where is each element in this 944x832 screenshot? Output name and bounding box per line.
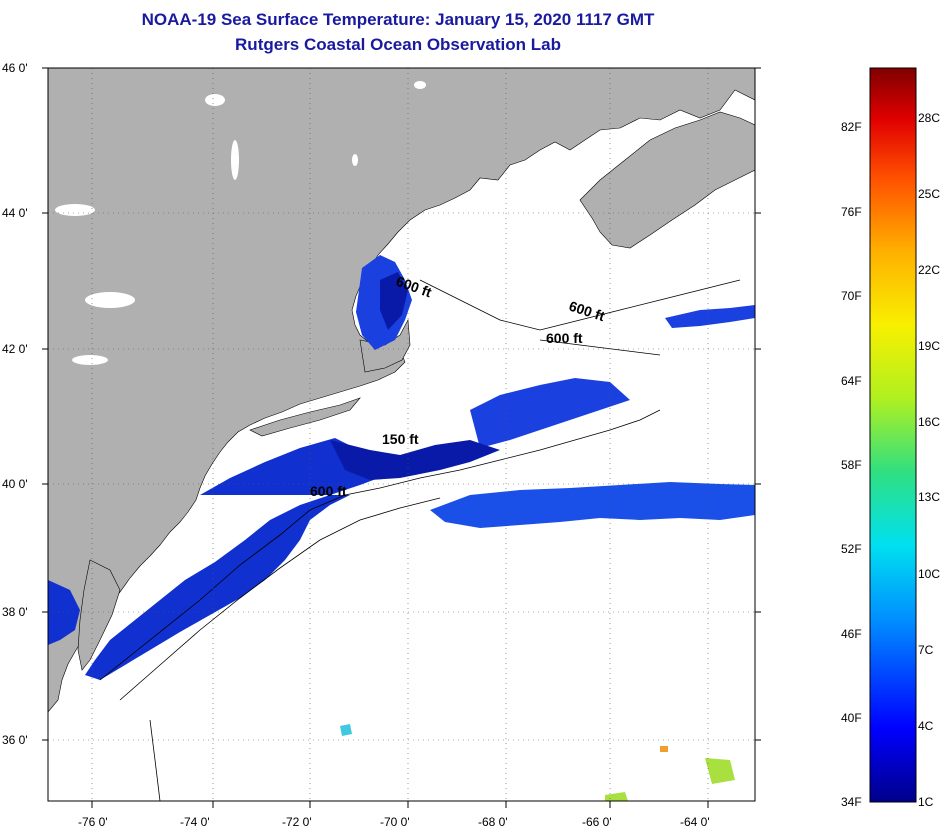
colorbar-c-label: 25C [918,187,940,201]
colorbar-f-label: 52F [841,542,862,556]
lon-label: -68 0' [478,815,508,829]
colorbar-f-label: 58F [841,458,862,472]
colorbar-c-label: 4C [918,719,934,733]
lon-label: -76 0' [78,815,108,829]
color-bar [869,67,917,803]
map-subtitle: Rutgers Coastal Ocean Observation Lab [235,35,561,54]
colorbar-f-label: 34F [841,795,862,809]
colorbar-c-label: 16C [918,415,940,429]
lat-label: 42 0' [2,342,28,356]
map-frame [47,67,756,802]
lat-label: 38 0' [2,605,28,619]
colorbar-c-label: 1C [918,795,934,809]
colorbar-c-label: 19C [918,339,940,353]
colorbar-f-label: 70F [841,289,862,303]
bathymetry-contours [99,279,741,801]
colorbar-c-label: 28C [918,111,940,125]
contour-label: 600 ft [310,483,347,499]
land-long-island [249,397,361,437]
colorbar-f-label: 64F [841,374,862,388]
colorbar-f-label: 46F [841,627,862,641]
lon-label: -70 0' [380,815,410,829]
lat-label: 46 0' [2,61,28,75]
sst-patches [48,255,755,801]
lon-label: -66 0' [582,815,612,829]
axis-ticks [42,67,761,808]
lon-label: -72 0' [282,815,312,829]
colorbar-f-label: 76F [841,205,862,219]
colorbar-f-label: 82F [841,120,862,134]
lon-label: -64 0' [680,815,710,829]
graticule [48,68,755,801]
lat-label: 36 0' [2,733,28,747]
lon-label: -74 0' [180,815,210,829]
contour-label: 150 ft [382,431,419,447]
colorbar-c-label: 10C [918,567,940,581]
contour-label: 600 ft [546,330,583,346]
lat-label: 40 0' [2,477,28,491]
colorbar-f-label: 40F [841,711,862,725]
map-title: NOAA-19 Sea Surface Temperature: January… [141,10,655,29]
land-delmarva [77,559,121,671]
land-nova-scotia [579,111,755,249]
lat-label: 44 0' [2,206,28,220]
colorbar-c-label: 13C [918,490,940,504]
colorbar-c-label: 22C [918,263,940,277]
colorbar-c-label: 7C [918,643,934,657]
